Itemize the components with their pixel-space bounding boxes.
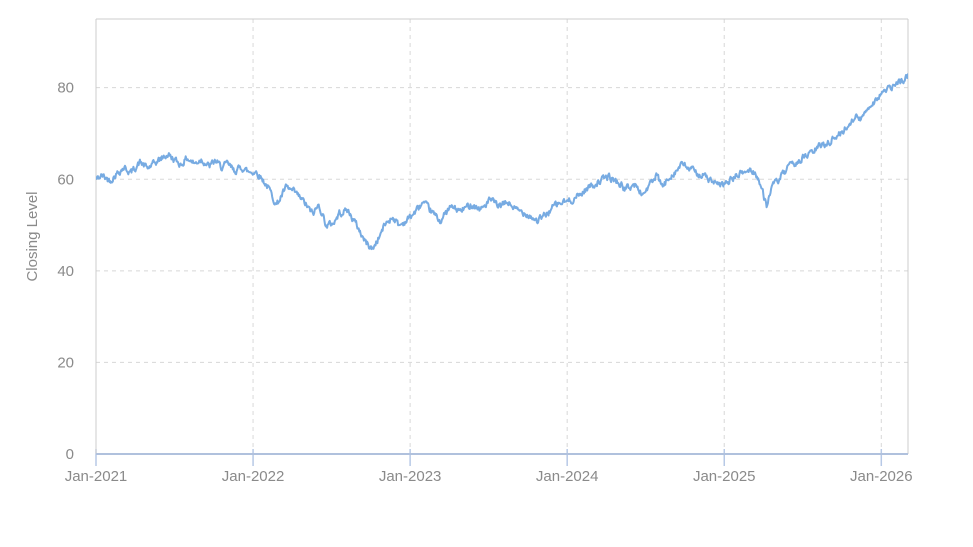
x-tick-label-jan-2024: Jan-2024: [536, 468, 599, 485]
x-tick-label-jan-2025: Jan-2025: [693, 468, 756, 485]
x-tick-label-jan-2021: Jan-2021: [65, 468, 128, 485]
y-tick-label-80: 80: [57, 80, 74, 97]
y-tick-label-60: 60: [57, 171, 74, 188]
x-tick-label-jan-2026: Jan-2026: [850, 468, 913, 485]
series-line-closing-level: [96, 73, 908, 251]
y-tick-label-40: 40: [57, 263, 74, 280]
y-tick-label-20: 20: [57, 354, 74, 371]
x-tick-label-jan-2023: Jan-2023: [379, 468, 442, 485]
x-tick-label-jan-2022: Jan-2022: [222, 468, 285, 485]
y-tick-label-0: 0: [66, 446, 74, 463]
y-axis-title: Closing Level: [24, 191, 41, 281]
